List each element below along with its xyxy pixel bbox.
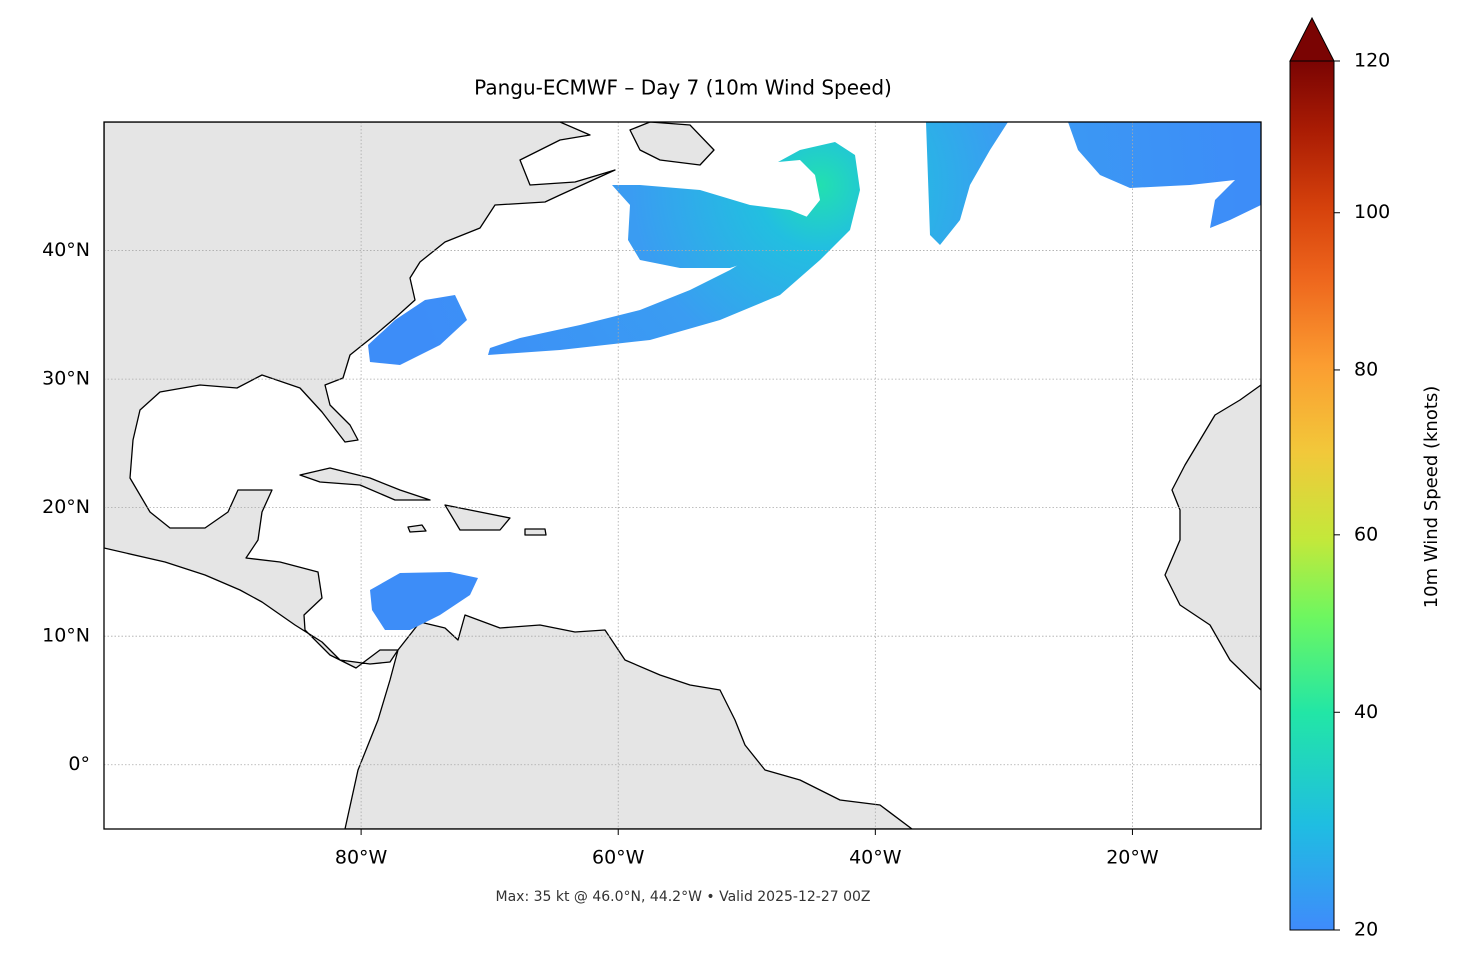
puerto-rico: [524, 528, 547, 536]
wind-region: [926, 122, 1008, 245]
cuba: [299, 467, 431, 501]
wind-region: [1068, 122, 1261, 228]
x-tick-label: 20°W: [1106, 847, 1159, 869]
colorbar-tick-label: 120: [1354, 50, 1390, 72]
colorbar-tick-label: 100: [1354, 201, 1390, 223]
wind-region: [612, 185, 815, 268]
africa: [1164, 384, 1261, 691]
x-tick-label: 60°W: [592, 847, 645, 869]
colorbar-tick-label: 60: [1354, 523, 1378, 545]
colorbar-tick-label: 20: [1354, 919, 1378, 941]
colorbar: [1289, 60, 1335, 931]
colorbar-tick-label: 40: [1354, 701, 1378, 723]
wind-region: [370, 572, 478, 630]
south-america: [344, 614, 913, 829]
colorbar-extend: [1289, 16, 1335, 62]
colorbar-tick-label: 80: [1354, 358, 1378, 380]
wind-streak: [488, 142, 860, 355]
jamaica: [407, 524, 427, 533]
map: [104, 122, 1261, 829]
wind-field: [368, 122, 1261, 630]
chart-title: Pangu-ECMWF – Day 7 (10m Wind Speed): [474, 76, 892, 100]
y-tick-label: 30°N: [42, 368, 90, 390]
grid: [104, 122, 1261, 829]
newfoundland: [629, 122, 715, 166]
y-tick-label: 40°N: [42, 239, 90, 261]
y-tick-label: 20°N: [42, 496, 90, 518]
wind-region: [368, 295, 467, 365]
north-america: [104, 122, 616, 669]
colorbar-label: 10m Wind Speed (knots): [1421, 386, 1442, 609]
hispaniola: [444, 504, 511, 531]
x-tick-label: 80°W: [335, 847, 388, 869]
y-tick-label: 0°: [68, 753, 90, 775]
x-tick-label: 40°W: [849, 847, 902, 869]
annotation: Max: 35 kt @ 46.0°N, 44.2°W • Valid 2025…: [496, 889, 871, 905]
y-tick-label: 10°N: [42, 625, 90, 647]
plot-frame: [103, 121, 1262, 830]
